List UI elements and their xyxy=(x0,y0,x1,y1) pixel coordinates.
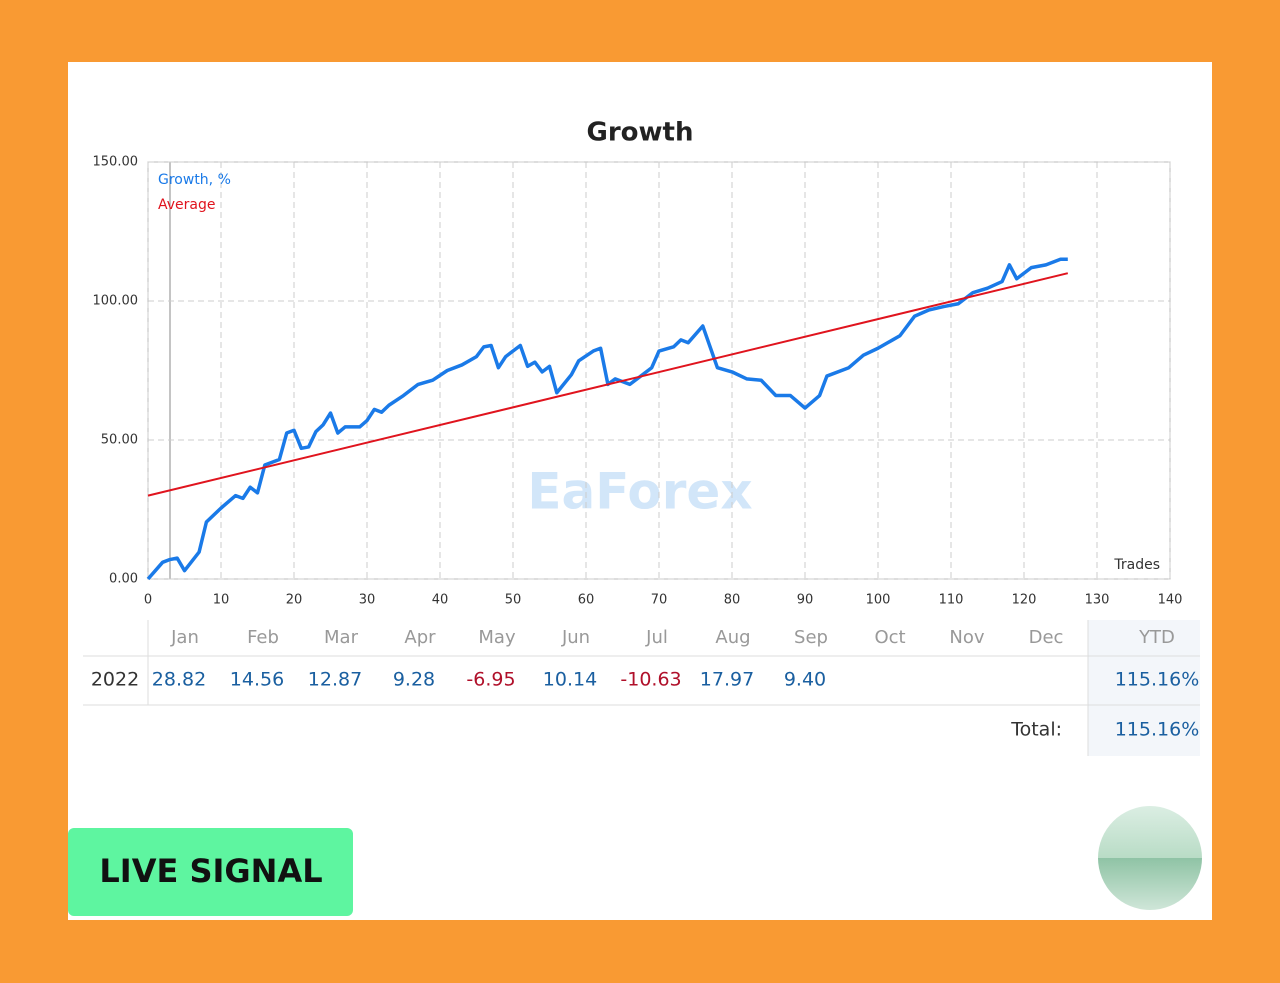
x-tick-label: 30 xyxy=(359,593,376,608)
month-value: -10.63 xyxy=(620,669,681,691)
month-value: 28.82 xyxy=(152,669,206,691)
month-header: Feb xyxy=(247,627,279,648)
month-header: Jul xyxy=(645,627,668,648)
y-tick-label: 0.00 xyxy=(109,572,138,587)
x-tick-label: 50 xyxy=(505,593,522,608)
total-value: 115.16% xyxy=(1115,719,1200,741)
x-tick-label: 70 xyxy=(651,593,668,608)
month-header: Apr xyxy=(404,627,436,648)
month-header: Mar xyxy=(324,627,359,648)
month-value: 17.97 xyxy=(700,669,754,691)
month-header: YTD xyxy=(1138,627,1175,648)
legend-entry: Growth, % xyxy=(158,172,231,188)
x-tick-label: 90 xyxy=(797,593,814,608)
x-tick-label: 0 xyxy=(144,593,152,608)
month-header: Oct xyxy=(874,627,905,648)
x-tick-label: 20 xyxy=(286,593,303,608)
y-tick-label: 50.00 xyxy=(101,433,138,448)
x-tick-label: 130 xyxy=(1085,593,1110,608)
x-tick-label: 10 xyxy=(213,593,230,608)
live-signal-badge[interactable] xyxy=(68,828,353,916)
month-header: Sep xyxy=(794,627,828,648)
watermark: EaForex xyxy=(527,463,752,521)
month-header: Aug xyxy=(715,627,750,648)
x-tick-label: 80 xyxy=(724,593,741,608)
month-header: Nov xyxy=(949,627,984,648)
y-tick-label: 100.00 xyxy=(93,294,139,309)
month-header: Dec xyxy=(1029,627,1064,648)
month-value: 9.40 xyxy=(784,669,826,691)
badge-text[interactable]: LIVE SIGNAL xyxy=(99,852,322,890)
ytd-value: 115.16% xyxy=(1115,669,1200,691)
x-tick-label: 140 xyxy=(1158,593,1183,608)
month-value: 9.28 xyxy=(393,669,435,691)
month-value: 14.56 xyxy=(230,669,284,691)
month-value: 10.14 xyxy=(543,669,597,691)
chart-title: Growth xyxy=(587,118,694,148)
ytd-column xyxy=(1088,620,1200,756)
legend-entry: Average xyxy=(158,197,216,213)
month-value: -6.95 xyxy=(466,669,515,691)
total-label: Total: xyxy=(1010,719,1062,741)
month-header: May xyxy=(478,627,516,648)
x-tick-label: 100 xyxy=(866,593,891,608)
month-header: Jan xyxy=(170,627,199,648)
x-axis-label: Trades xyxy=(1113,557,1160,573)
series-line xyxy=(146,257,1068,581)
month-value: 12.87 xyxy=(308,669,362,691)
x-tick-label: 110 xyxy=(939,593,964,608)
month-header: Jun xyxy=(561,627,590,648)
x-tick-label: 120 xyxy=(1012,593,1037,608)
decor-circle xyxy=(1098,806,1202,910)
year-label: 2022 xyxy=(91,669,139,691)
series-line xyxy=(147,272,1069,497)
x-tick-label: 40 xyxy=(432,593,449,608)
y-tick-label: 150.00 xyxy=(93,155,139,170)
x-tick-label: 60 xyxy=(578,593,595,608)
